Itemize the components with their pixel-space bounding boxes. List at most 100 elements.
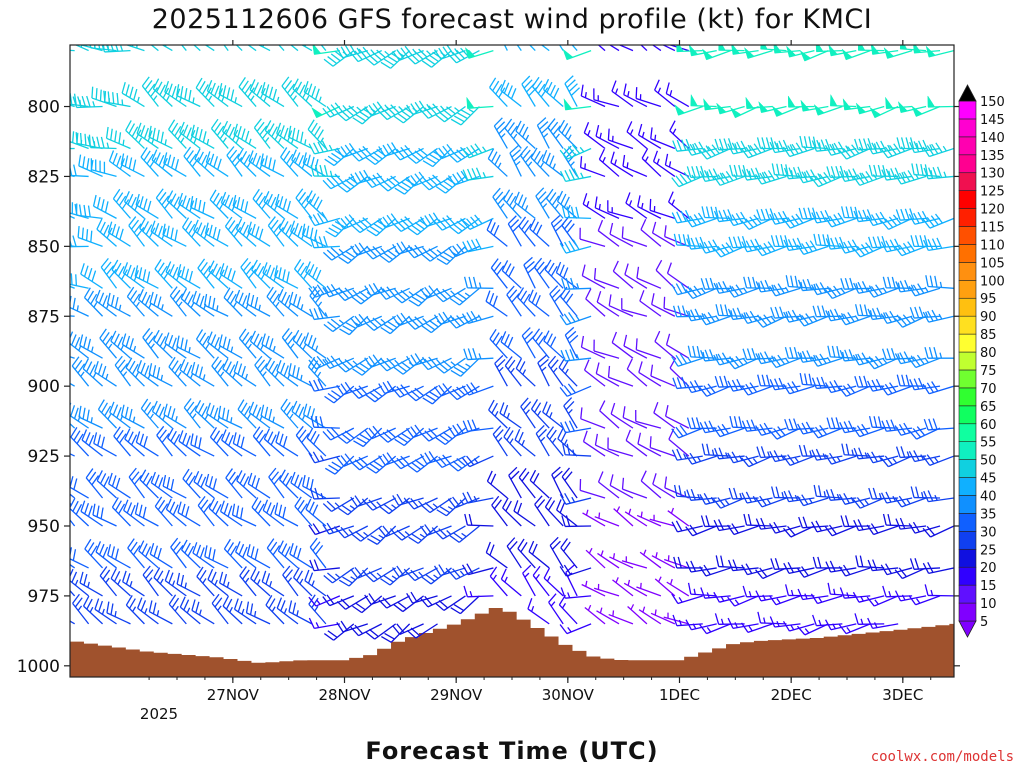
wind-barb xyxy=(126,286,145,317)
wind-barb xyxy=(651,552,676,569)
wind-barb xyxy=(559,312,592,326)
wind-barb xyxy=(769,139,801,154)
wind-barb xyxy=(504,118,522,149)
wind-barb xyxy=(309,286,327,317)
wind-barb xyxy=(825,308,857,322)
wind-barb xyxy=(639,290,662,317)
wind-barb xyxy=(176,84,201,108)
wind-barb xyxy=(559,144,592,160)
wind-barb xyxy=(232,432,257,457)
wind-barb xyxy=(760,45,787,52)
wind-barb xyxy=(674,103,703,116)
wind-barb xyxy=(838,312,871,326)
wind-barb xyxy=(513,500,536,527)
wind-barb xyxy=(502,497,522,527)
wind-barb xyxy=(190,124,215,150)
wind-barb xyxy=(487,148,508,177)
wind-barb xyxy=(894,170,927,185)
wind-barb xyxy=(637,123,662,150)
wind-barb xyxy=(727,595,759,607)
wind-barb xyxy=(111,497,131,527)
wind-barb xyxy=(448,385,480,401)
wind-barb xyxy=(885,96,913,109)
wind-barb xyxy=(165,261,187,289)
wind-barb xyxy=(608,45,620,52)
wind-barb xyxy=(322,102,355,118)
colorbar-swatch xyxy=(958,351,977,371)
wind-barb xyxy=(290,45,299,52)
wind-barb xyxy=(636,582,662,597)
wind-barb xyxy=(866,284,899,298)
wind-barb xyxy=(193,470,215,499)
wind-barb xyxy=(612,577,634,597)
wind-barb xyxy=(449,287,480,306)
wind-barb xyxy=(637,195,662,219)
wind-barb xyxy=(365,623,397,640)
wind-barb xyxy=(336,45,368,59)
wind-barb xyxy=(206,402,229,429)
wind-barb xyxy=(306,190,327,219)
colorbar-label: 140 xyxy=(980,131,1005,146)
colorbar-swatch xyxy=(958,405,977,425)
wind-barb xyxy=(279,469,299,499)
credit-text: coolwx.com/models xyxy=(871,749,1014,765)
wind-barb xyxy=(754,495,787,508)
wind-barb xyxy=(180,288,201,317)
wind-barb xyxy=(114,355,132,387)
wind-barb xyxy=(625,192,648,219)
wind-barb xyxy=(621,556,648,569)
wind-barb xyxy=(504,356,522,387)
wind-barb xyxy=(521,75,538,107)
wind-barb xyxy=(392,493,424,506)
wind-barb xyxy=(378,357,410,372)
wind-barb xyxy=(449,217,480,235)
wind-barb xyxy=(866,595,899,607)
colorbar-swatch xyxy=(958,172,977,191)
wind-barb xyxy=(541,149,564,177)
wind-barb xyxy=(493,117,508,149)
wind-barb xyxy=(690,93,717,108)
wind-barb xyxy=(727,523,759,536)
wind-barb xyxy=(530,147,550,177)
colorbar-label: 25 xyxy=(980,543,997,558)
wind-barb xyxy=(923,418,954,431)
wind-barb xyxy=(825,560,857,573)
wind-barb xyxy=(908,450,941,463)
wind-barb xyxy=(257,45,271,52)
colorbar-label: 125 xyxy=(980,185,1005,200)
wind-barb xyxy=(880,491,913,504)
wind-barb xyxy=(421,245,452,262)
wind-barb xyxy=(532,328,550,359)
wind-barb xyxy=(433,143,466,160)
wind-barb xyxy=(250,568,271,597)
wind-barb xyxy=(561,467,578,499)
wind-barb xyxy=(221,429,243,457)
wind-barb xyxy=(311,105,341,119)
wind-barb xyxy=(880,455,913,468)
wind-barb xyxy=(582,509,606,527)
y-axis: 800 825 850 875 900 925 950 975 1000 xyxy=(17,98,960,677)
wind-barb xyxy=(543,330,564,359)
wind-barb xyxy=(336,595,369,610)
wind-barb xyxy=(727,378,759,392)
wind-barb xyxy=(207,331,229,359)
wind-barb xyxy=(925,45,954,58)
wind-barb xyxy=(518,216,536,247)
colorbar-swatch xyxy=(958,441,977,460)
wind-barb xyxy=(638,606,662,625)
wind-barb xyxy=(866,355,899,370)
wind-barb xyxy=(364,315,397,331)
wind-barb xyxy=(310,164,340,178)
wind-barb xyxy=(461,214,494,230)
wind-barb xyxy=(164,569,187,597)
wind-barb xyxy=(406,315,438,330)
wind-barb xyxy=(797,169,829,184)
wind-barb xyxy=(406,567,438,582)
wind-barb xyxy=(597,471,620,499)
wind-barb xyxy=(667,191,690,219)
wind-barb xyxy=(782,454,815,467)
wind-barb xyxy=(671,448,703,461)
wind-barb xyxy=(140,147,159,177)
wind-barb xyxy=(535,187,550,219)
wind-barb xyxy=(664,405,690,429)
